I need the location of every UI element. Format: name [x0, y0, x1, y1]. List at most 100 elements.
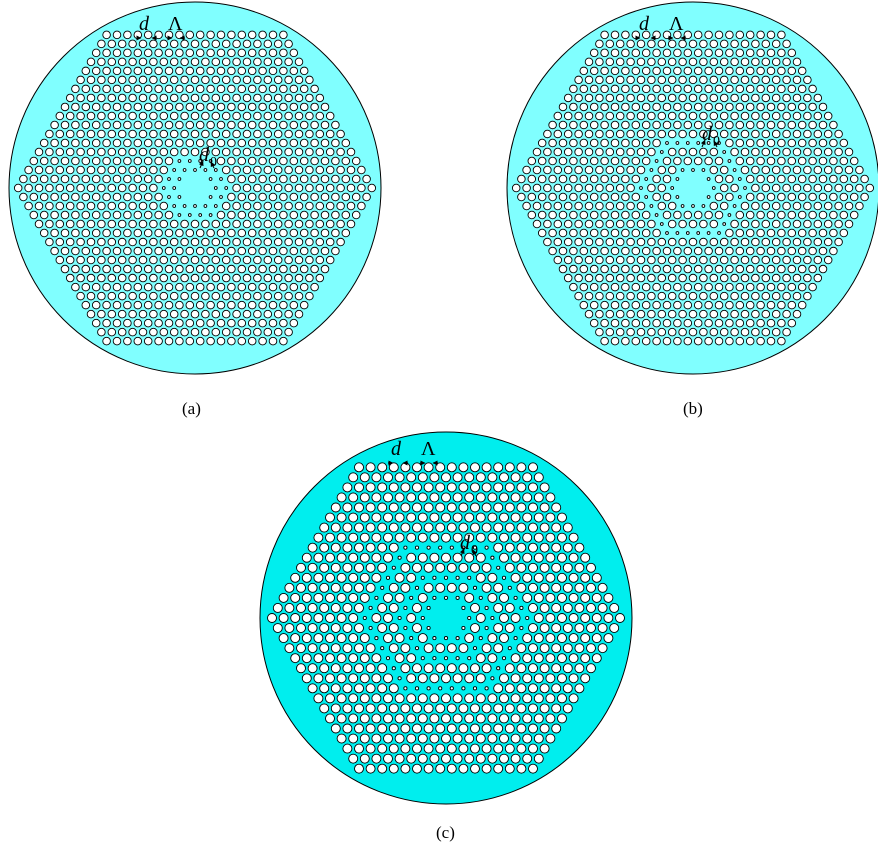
air-hole	[290, 633, 301, 644]
air-hole	[305, 237, 314, 247]
air-hole	[532, 183, 542, 193]
air-hole	[247, 30, 257, 40]
air-hole	[289, 138, 299, 148]
air-hole	[86, 219, 96, 229]
air-hole	[665, 231, 669, 235]
air-hole	[435, 663, 446, 674]
air-hole	[227, 282, 236, 292]
air-hole	[117, 57, 127, 67]
air-hole	[569, 84, 578, 94]
air-hole	[740, 309, 750, 319]
air-hole	[359, 653, 370, 664]
air-hole	[548, 210, 557, 220]
air-hole	[771, 201, 781, 211]
air-hole	[185, 102, 195, 112]
air-hole	[719, 75, 729, 85]
air-hole	[159, 219, 169, 229]
air-hole	[558, 210, 568, 220]
air-hole	[164, 84, 174, 94]
air-hole	[580, 552, 591, 563]
air-hole	[400, 522, 411, 533]
air-hole	[610, 246, 620, 256]
air-hole	[673, 102, 682, 112]
air-hole	[268, 228, 278, 238]
air-hole	[667, 291, 677, 301]
air-hole	[71, 192, 80, 202]
air-hole	[782, 237, 791, 247]
air-hole	[128, 273, 137, 283]
air-hole	[562, 603, 573, 613]
air-hole	[331, 246, 340, 256]
air-hole	[683, 282, 693, 292]
air-hole	[76, 237, 85, 247]
air-hole	[232, 309, 241, 319]
air-hole	[81, 228, 91, 238]
air-hole	[319, 582, 330, 593]
air-hole	[76, 255, 85, 265]
air-hole	[351, 210, 361, 220]
air-hole	[383, 512, 393, 523]
air-hole	[568, 532, 579, 543]
air-hole	[301, 673, 312, 684]
air-hole	[91, 48, 101, 58]
air-hole	[91, 156, 101, 166]
air-hole	[190, 93, 200, 103]
air-hole	[29, 192, 39, 202]
air-hole	[610, 282, 620, 292]
air-hole	[289, 300, 299, 310]
air-hole	[279, 48, 288, 58]
air-hole	[725, 246, 734, 256]
air-hole	[112, 84, 122, 94]
air-hole	[319, 703, 330, 714]
air-hole	[50, 174, 59, 184]
air-hole	[354, 462, 364, 473]
air-hole	[294, 291, 304, 301]
air-hole	[377, 542, 388, 553]
air-hole	[580, 572, 591, 583]
air-hole	[823, 129, 833, 139]
air-hole	[777, 66, 786, 76]
air-hole	[91, 300, 101, 310]
air-hole	[600, 246, 609, 256]
air-hole	[528, 703, 538, 714]
air-hole	[185, 318, 195, 328]
air-hole	[313, 613, 324, 623]
air-hole	[198, 213, 203, 217]
air-hole	[782, 291, 791, 301]
air-hole	[659, 222, 664, 226]
air-hole	[102, 210, 111, 220]
air-hole	[232, 39, 241, 49]
air-hole	[510, 532, 521, 543]
air-hole	[563, 237, 573, 247]
air-hole	[180, 57, 189, 67]
air-hole	[206, 318, 215, 328]
air-hole	[719, 39, 729, 49]
air-hole	[279, 228, 288, 238]
air-hole	[475, 472, 486, 483]
air-hole	[782, 93, 791, 103]
air-hole	[706, 141, 711, 145]
air-hole	[458, 562, 469, 573]
air-hole	[771, 273, 781, 283]
air-hole	[792, 165, 802, 175]
air-hole	[13, 183, 23, 193]
air-hole	[621, 102, 630, 112]
air-hole	[569, 174, 578, 184]
air-hole	[365, 723, 376, 734]
air-hole	[589, 120, 599, 130]
air-hole	[117, 147, 127, 157]
air-hole	[766, 156, 776, 166]
air-hole	[138, 57, 148, 67]
air-hole	[112, 246, 122, 256]
air-hole	[190, 111, 200, 121]
air-hole	[756, 318, 765, 328]
air-hole	[237, 84, 247, 94]
air-hole	[782, 327, 791, 337]
air-hole	[310, 210, 319, 220]
air-hole	[319, 663, 330, 674]
air-hole	[652, 282, 661, 292]
caption-c: (c)	[436, 823, 455, 842]
air-hole	[400, 763, 411, 774]
air-hole	[237, 102, 247, 112]
air-hole	[216, 102, 226, 112]
